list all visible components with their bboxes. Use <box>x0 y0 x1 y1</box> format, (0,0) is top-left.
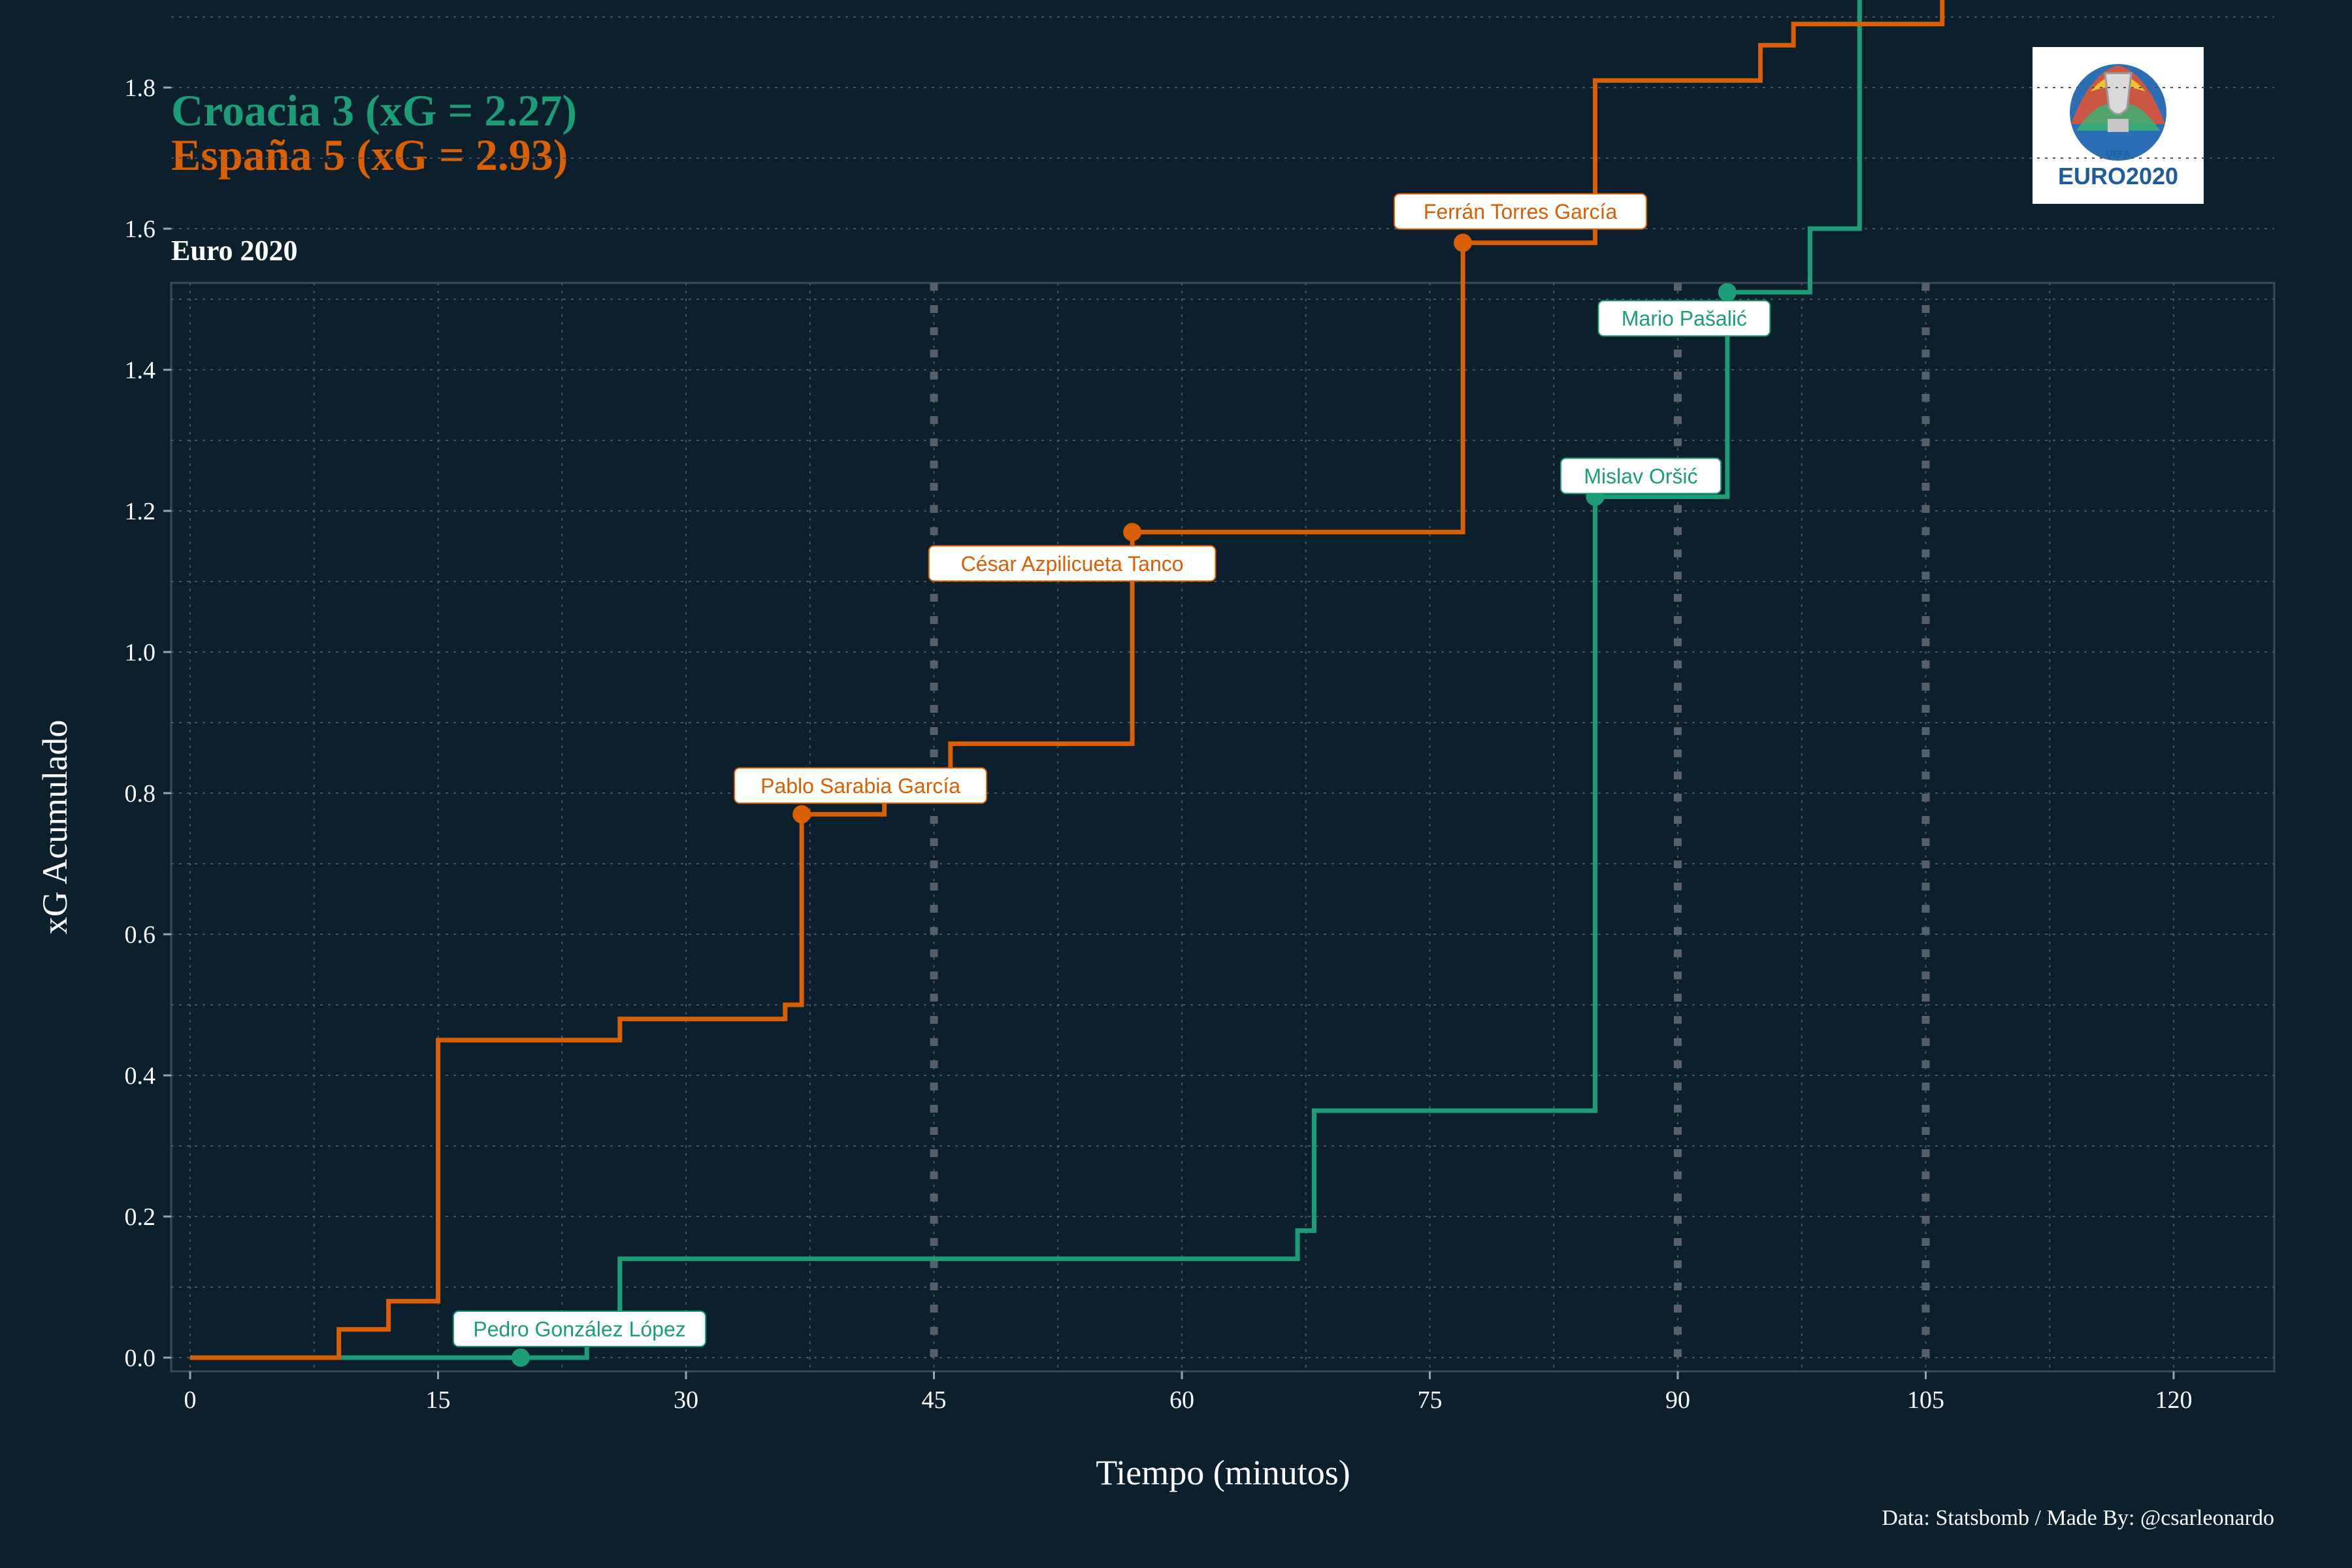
goal-marker <box>1123 523 1142 542</box>
y-tick-label: 0.2 <box>125 1203 156 1231</box>
x-tick-label: 120 <box>2155 1386 2193 1414</box>
logo-small-text: UEFA <box>2106 148 2130 159</box>
x-tick-label: 30 <box>674 1386 698 1414</box>
y-tick-label: 1.6 <box>125 216 156 243</box>
y-axis-label: xG Acumulado <box>35 720 74 934</box>
logo-swirl-green <box>2076 103 2160 131</box>
x-tick-label: 90 <box>1665 1386 1690 1414</box>
chart-subtitle: Euro 2020 <box>171 235 298 267</box>
y-tick-label: 0.8 <box>125 780 156 808</box>
goal-label-text: Mario Pašalić <box>1622 307 1747 331</box>
x-tick-label: 60 <box>1169 1386 1194 1414</box>
chart-caption: Data: Statsbomb / Made By: @csarleonardo <box>1882 1506 2274 1530</box>
y-tick-label: 0.6 <box>125 921 156 949</box>
trophy-icon <box>2104 72 2132 116</box>
goal-label-box <box>453 1311 706 1347</box>
goal-label-text: Pedro González López <box>473 1318 686 1341</box>
x-tick-label: 0 <box>184 1386 197 1414</box>
goal-label-box <box>928 545 1217 582</box>
x-axis-ticks: 0 15 30 45 60 75 90 105 120 <box>184 1371 2193 1414</box>
x-axis-label: Tiempo (minutos) <box>1096 1453 1350 1492</box>
goal-label-box <box>1394 193 1648 230</box>
plot-border <box>170 282 2276 1373</box>
x-tick-label: 45 <box>922 1386 947 1414</box>
team-b-title: España 5 (xG = 2.93) <box>171 130 568 180</box>
y-tick-label: 0.0 <box>125 1345 156 1372</box>
plot-area: Pedro González López Pablo Sarabia García… <box>170 0 2276 1373</box>
goal-label-text: Mislav Oršić <box>1584 465 1697 488</box>
goal-marker <box>1718 283 1737 302</box>
goal-label-box <box>1597 300 1771 337</box>
logo-wordmark: EURO2020 <box>2058 163 2178 189</box>
goal-label-text: Ferrán Torres García <box>1424 200 1618 223</box>
goal-marker <box>1454 233 1473 252</box>
x-tick-label: 15 <box>426 1386 451 1414</box>
goal-marker <box>512 1348 530 1367</box>
x-tick-label: 105 <box>1907 1386 1944 1414</box>
y-tick-label: 1.2 <box>125 498 156 525</box>
x-tick-label: 75 <box>1418 1386 1443 1414</box>
y-tick-label: 1.8 <box>125 74 156 102</box>
trophy-base-icon <box>2108 119 2129 132</box>
euro2020-logo: UEFA EURO2020 <box>2033 47 2204 204</box>
y-tick-label: 1.4 <box>125 357 156 384</box>
goal-labels: Pedro González López Pablo Sarabia García… <box>453 193 1771 1347</box>
goal-label-box <box>1560 457 1722 495</box>
y-axis-ticks: 0.00.20.40.60.81.01.21.41.61.82.02.22.42… <box>125 74 171 1372</box>
goal-label-text: César Azpilicueta Tanco <box>961 552 1184 576</box>
goal-marker <box>792 805 811 824</box>
team-a-title: Croacia 3 (xG = 2.27) <box>171 86 577 135</box>
goal-label-text: Pablo Sarabia García <box>760 774 960 798</box>
goal-label-box <box>734 767 988 804</box>
y-tick-label: 1.0 <box>125 639 156 666</box>
y-tick-label: 0.4 <box>125 1062 156 1090</box>
